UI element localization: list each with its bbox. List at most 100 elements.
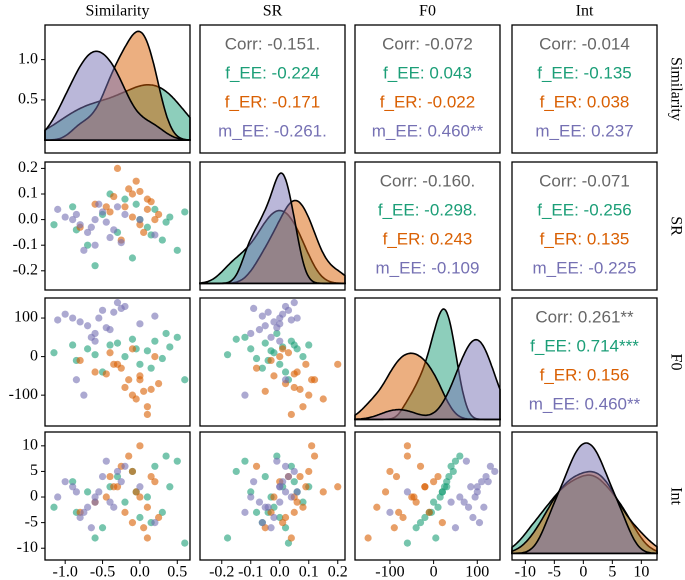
scatter-point — [50, 221, 58, 229]
scatter-point — [91, 498, 99, 506]
scatter-point — [132, 488, 140, 496]
panel — [354, 297, 501, 427]
x-tick-label: -5 — [548, 564, 561, 580]
x-tick-label: -10 — [515, 564, 536, 580]
y-tick-label: -0.2 — [13, 261, 38, 278]
correlation-text: f_EE: 0.714*** — [530, 336, 639, 355]
scatter-point — [445, 472, 453, 481]
correlation-text: f_ER: -0.171 — [225, 92, 320, 111]
scatter-point — [467, 483, 475, 491]
correlation-text: Corr: -0.071 — [539, 171, 630, 190]
scatter-point — [302, 483, 310, 491]
scatter-point — [232, 335, 240, 343]
y-tick-label: 0 — [30, 347, 38, 364]
scatter-point — [113, 299, 122, 307]
scatter-point — [125, 376, 133, 384]
scatter-point — [50, 349, 58, 357]
panel-frame — [354, 431, 501, 561]
scatter-point — [460, 498, 468, 506]
panel-frame — [199, 161, 346, 291]
y-tick-label: 10 — [22, 436, 38, 453]
y-tick-label: -100 — [9, 386, 38, 403]
scatter-point — [61, 213, 69, 221]
scatter-point — [456, 493, 464, 501]
scatter-point — [456, 452, 464, 460]
scatter-point — [438, 519, 446, 527]
y-tick-label: -0.1 — [13, 236, 38, 253]
scatter-point — [305, 391, 313, 399]
scatter-point — [395, 508, 403, 516]
scatter-point — [113, 472, 122, 481]
scatter-point — [102, 218, 110, 226]
scatter-point — [258, 364, 266, 372]
scatter-point — [421, 483, 429, 491]
y-tick-label: 0.2 — [18, 159, 38, 176]
scatter-point — [117, 239, 125, 247]
scatter-point — [69, 341, 77, 349]
scatter-point — [308, 442, 316, 450]
scatter-point — [390, 524, 398, 532]
scatter-point — [296, 472, 304, 481]
scatter-point — [247, 329, 255, 338]
scatter-point — [264, 308, 272, 316]
scatter-point — [261, 387, 269, 395]
scatter-point — [279, 519, 287, 527]
scatter-point — [128, 190, 137, 198]
panel — [44, 431, 191, 561]
scatter-point — [484, 478, 492, 486]
scatter-point — [486, 462, 494, 470]
scatter-point — [91, 337, 99, 345]
scatter-point — [302, 360, 310, 368]
panel-frame — [44, 24, 191, 154]
scatter-point — [121, 462, 129, 470]
x-tick-label: 0.2 — [328, 564, 348, 580]
x-tick-label: 0.1 — [299, 564, 319, 580]
scatter-point — [273, 457, 281, 465]
scatter-point — [151, 205, 159, 213]
scatter-point — [287, 316, 295, 324]
scatter-point — [143, 223, 151, 231]
scatter-point — [125, 452, 133, 460]
scatter-point — [110, 483, 118, 491]
scatter-point — [273, 329, 281, 338]
scatter-point — [261, 322, 269, 330]
scatter-point — [80, 246, 88, 254]
scatter-point — [299, 503, 307, 511]
scatter-point — [84, 228, 92, 236]
x-tick-label: -100 — [375, 564, 404, 580]
column-label: Similarity — [86, 3, 150, 20]
scatter-point — [279, 310, 287, 318]
scatter-point — [250, 304, 258, 313]
scatter-point — [151, 478, 159, 486]
scatter-point — [430, 478, 438, 486]
scatter-point — [290, 478, 298, 486]
scatter-point — [276, 353, 284, 361]
scatter-point — [102, 493, 110, 501]
scatter-point — [434, 472, 442, 481]
scatter-point — [54, 493, 62, 501]
scatter-point — [281, 376, 290, 384]
scatter-point — [252, 508, 261, 516]
scatter-point — [136, 493, 144, 501]
correlation-text: Corr: -0.014 — [539, 34, 630, 53]
x-tick-label: 0.5 — [167, 564, 187, 580]
panel-frame — [199, 297, 346, 427]
scatter-point — [151, 337, 159, 345]
scatter-point — [412, 524, 420, 532]
scatter-point — [287, 534, 295, 542]
x-tick-label: -0.1 — [238, 564, 263, 580]
scatter-point — [106, 349, 114, 357]
scatter-point — [84, 322, 92, 330]
scatter-point — [443, 483, 451, 491]
scatter-point — [252, 462, 261, 470]
column-label: F0 — [419, 3, 436, 20]
correlation-text: f_ER: 0.135 — [540, 229, 630, 248]
scatter-point — [241, 457, 249, 465]
scatter-point — [451, 524, 460, 532]
x-tick-label: 0 — [430, 564, 438, 580]
scatter-point — [287, 337, 295, 345]
scatter-point — [136, 360, 144, 368]
scatter-point — [403, 539, 412, 547]
scatter-point — [106, 472, 114, 481]
